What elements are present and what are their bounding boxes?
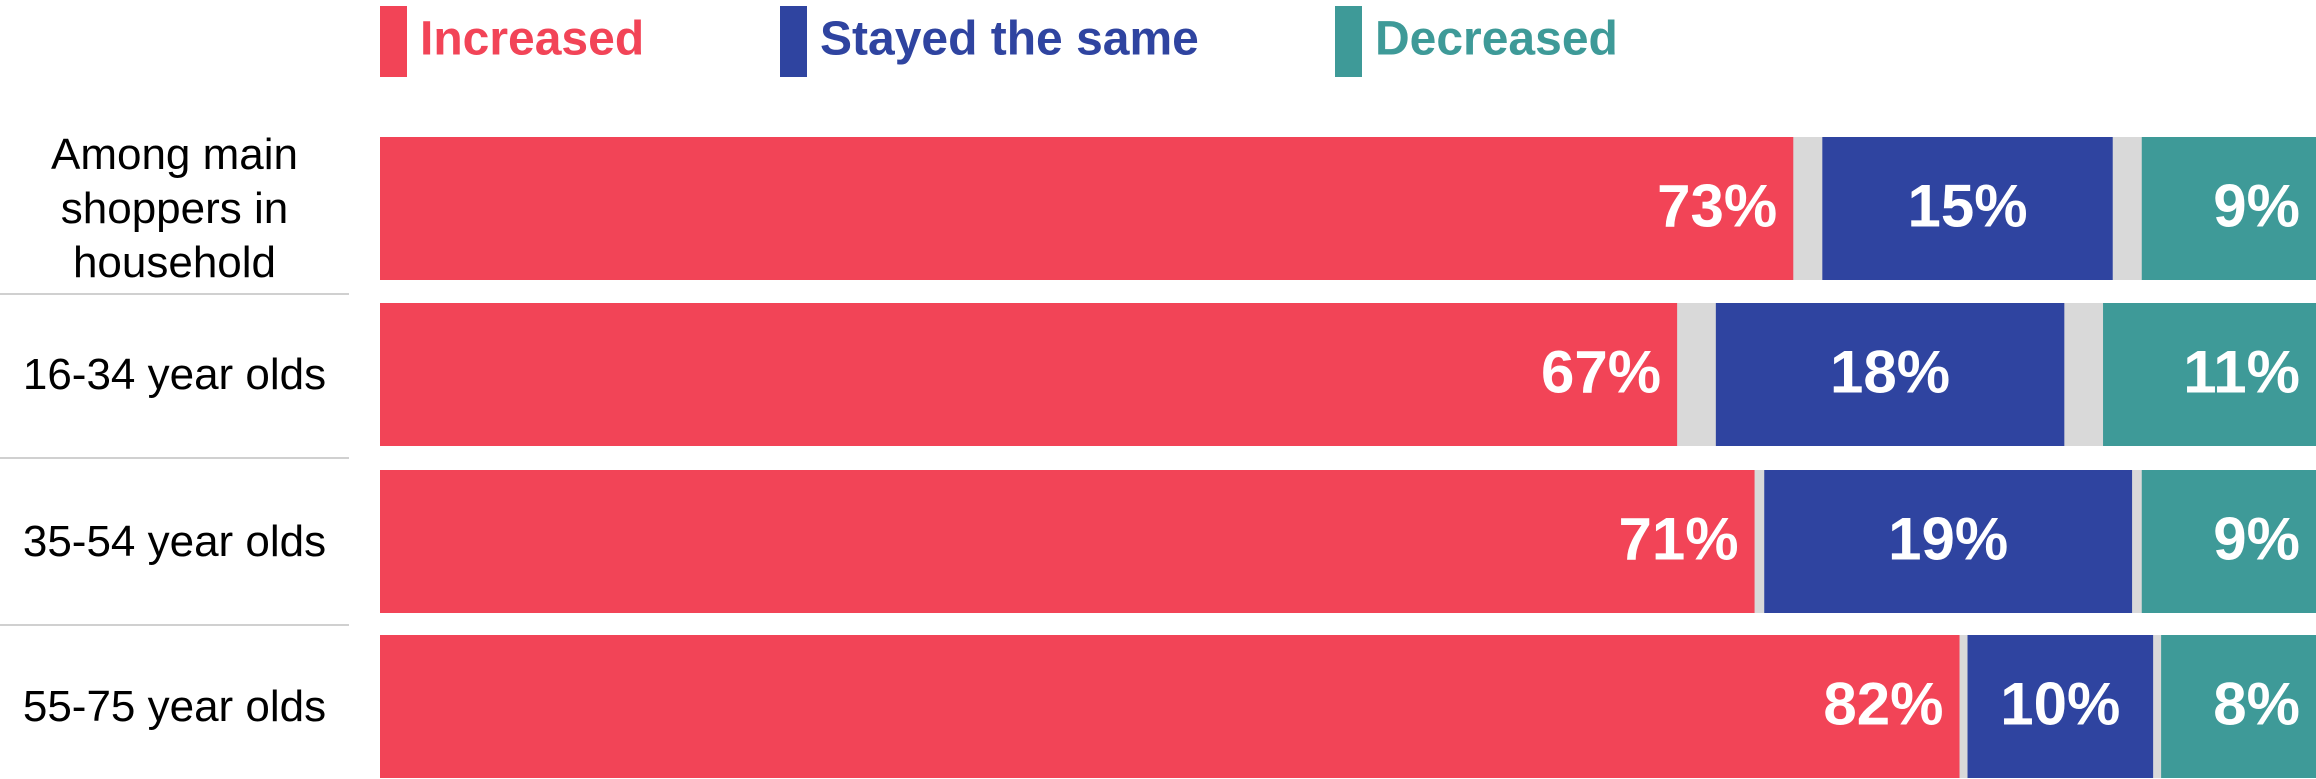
bar-segment xyxy=(2141,470,2316,613)
category-label: 16-34 year olds xyxy=(22,349,327,399)
value-label: 73% xyxy=(1657,172,1777,239)
value-label: 15% xyxy=(1907,172,2027,239)
legend-swatch xyxy=(780,6,807,77)
value-label: 19% xyxy=(1888,505,2008,572)
bar-segment xyxy=(2141,137,2316,280)
bar-segment xyxy=(2161,635,2316,778)
bar-segment xyxy=(1764,470,2133,613)
value-label: 9% xyxy=(2213,505,2300,572)
bar-segment xyxy=(380,137,1794,280)
bar-segment xyxy=(380,470,1755,613)
category-label: 35-54 year olds xyxy=(22,516,327,566)
value-label: 9% xyxy=(2213,172,2300,239)
value-label: 71% xyxy=(1618,505,1738,572)
legend-label: Increased xyxy=(420,13,644,66)
value-label: 67% xyxy=(1541,338,1661,405)
value-label: 82% xyxy=(1823,670,1943,737)
value-label: 11% xyxy=(2183,338,2300,405)
legend-swatch xyxy=(1335,6,1362,77)
category-label: Among main shoppers in household xyxy=(50,129,298,287)
legend-label: Stayed the same xyxy=(820,13,1199,66)
bar-segment xyxy=(380,303,1678,446)
bar-segment xyxy=(380,635,1960,778)
bar-segment xyxy=(2103,303,2316,446)
legend-swatch xyxy=(380,6,407,77)
bar-segment xyxy=(1822,137,2113,280)
value-label: 18% xyxy=(1830,338,1950,405)
category-label: 55-75 year olds xyxy=(22,681,327,731)
bar-segment xyxy=(1715,303,2065,446)
legend-label: Decreased xyxy=(1375,13,1618,66)
bar-segment xyxy=(1967,635,2154,778)
value-label: 10% xyxy=(2000,670,2120,737)
value-label: 8% xyxy=(2213,670,2300,737)
